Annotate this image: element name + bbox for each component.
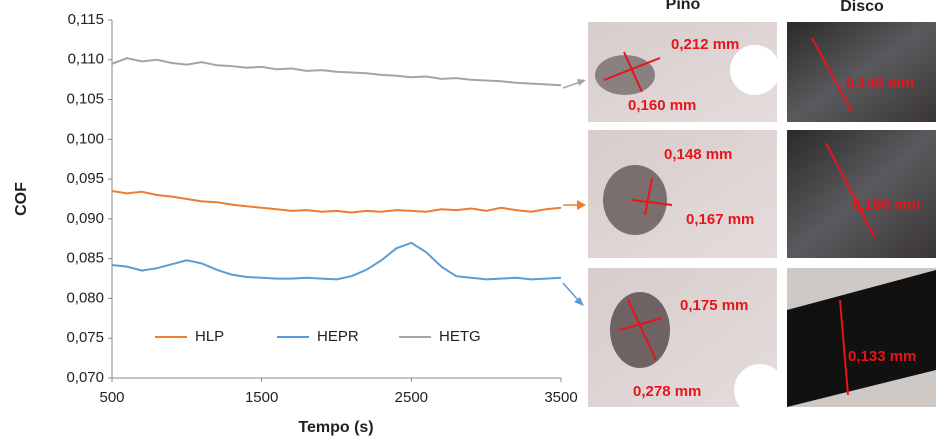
y-tick-label: 0,110: [68, 51, 104, 68]
y-tick-label: 0,105: [66, 91, 104, 108]
legend-label: HLP: [195, 328, 224, 345]
pin-measure: 0,167 mm: [686, 211, 754, 228]
disc-measure: 0,133 mm: [848, 348, 916, 365]
arrows: [562, 79, 586, 306]
plot: 0,070 0,075 0,080 0,085 0,090 0,095 0,100 0,105…: [66, 11, 577, 406]
y-tick-label: 0,115: [68, 11, 104, 28]
pin-title: Pino: [666, 0, 701, 13]
pin-measure: 0,278 mm: [633, 383, 701, 400]
pin-measure: 0,160 mm: [628, 97, 696, 114]
series-line: [111, 241, 562, 281]
disc-title: Disco: [840, 0, 884, 15]
y-tick-label: 0,090: [66, 210, 104, 227]
pin-measure: 0,175 mm: [680, 297, 748, 314]
y-tick-label: 0,095: [66, 170, 104, 187]
y-tick-label: 0,075: [66, 329, 104, 346]
y-tick-label: 0,100: [66, 130, 104, 147]
x-tick-label: 3500: [544, 389, 577, 406]
images: 0,212 mm 0,160 mm 0,148 mm 0,148 mm 0,16…: [588, 22, 936, 416]
pin-measure: 0,148 mm: [664, 146, 732, 163]
y-tick-label: 0,070: [66, 369, 104, 386]
disc-measure: 0,148 mm: [846, 75, 914, 92]
pin-measure: 0,212 mm: [671, 36, 739, 53]
disc-measure: 0,188 mm: [852, 196, 920, 213]
y-tick-label: 0,080: [66, 289, 104, 306]
x-tick-label: 1500: [245, 389, 278, 406]
x-tick-label: 2500: [395, 389, 428, 406]
series-line: [111, 190, 562, 214]
x-axis-label: Tempo (s): [298, 419, 373, 436]
legend-label: HETG: [439, 328, 481, 345]
series-line: [111, 57, 562, 87]
y-tick-label: 0,085: [66, 250, 104, 267]
x-tick-label: 500: [99, 389, 124, 406]
legend-label: HEPR: [317, 328, 359, 345]
y-axis-label: COF: [13, 182, 30, 216]
